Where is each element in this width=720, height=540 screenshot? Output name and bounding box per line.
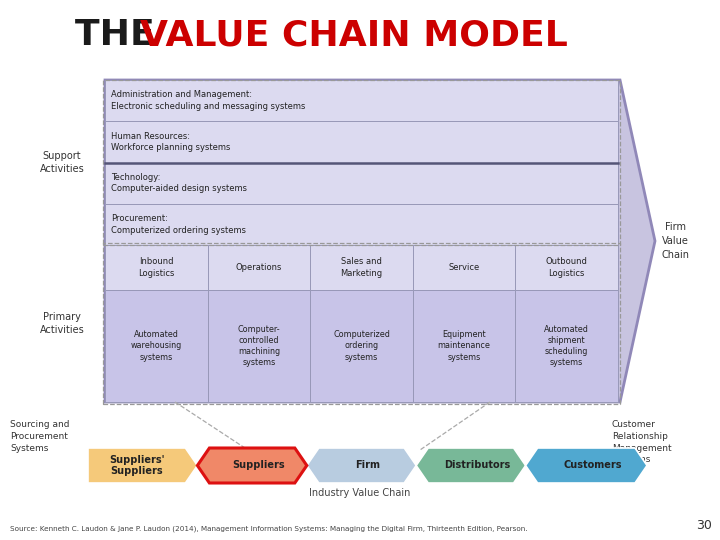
Text: Operations: Operations — [235, 263, 282, 272]
Bar — [207, 290, 310, 402]
Bar — [516, 290, 618, 402]
Bar — [105, 245, 207, 290]
Text: Automated
shipment
scheduling
systems: Automated shipment scheduling systems — [544, 325, 589, 367]
Bar — [413, 290, 516, 402]
Bar — [310, 290, 413, 402]
Bar — [105, 122, 618, 163]
Bar — [413, 245, 516, 290]
Text: Inbound
Logistics: Inbound Logistics — [138, 258, 174, 278]
Text: Suppliers'
Suppliers: Suppliers' Suppliers — [109, 455, 164, 476]
Bar — [105, 204, 618, 245]
Polygon shape — [197, 448, 307, 483]
Bar — [105, 290, 207, 402]
Text: Suppliers: Suppliers — [232, 461, 284, 470]
Text: Source: Kenneth C. Laudon & Jane P. Laudon (2014), Management Information System: Source: Kenneth C. Laudon & Jane P. Laud… — [10, 525, 528, 532]
Text: Technology:
Computer-aided design systems: Technology: Computer-aided design system… — [111, 173, 247, 193]
Bar — [103, 243, 620, 404]
Text: Equipment
maintenance
systems: Equipment maintenance systems — [438, 330, 490, 362]
Text: VALUE CHAIN MODEL: VALUE CHAIN MODEL — [140, 18, 568, 52]
Text: Human Resources:
Workforce planning systems: Human Resources: Workforce planning syst… — [111, 132, 230, 152]
Text: Procurement:
Computerized ordering systems: Procurement: Computerized ordering syste… — [111, 214, 246, 234]
Text: 30: 30 — [696, 519, 712, 532]
Text: Firm: Firm — [355, 461, 380, 470]
Text: Support
Activities: Support Activities — [40, 151, 84, 174]
Text: Service: Service — [449, 263, 480, 272]
Bar — [103, 80, 620, 245]
Polygon shape — [526, 448, 647, 483]
Bar — [105, 163, 618, 204]
Bar — [105, 80, 618, 122]
Text: Industry Value Chain: Industry Value Chain — [310, 488, 410, 498]
Text: Customer
Relationship
Management
Systems: Customer Relationship Management Systems — [612, 420, 672, 464]
Text: Automated
warehousing
systems: Automated warehousing systems — [130, 330, 182, 362]
Text: THE: THE — [75, 18, 167, 52]
Text: Distributors: Distributors — [444, 461, 510, 470]
Text: Primary
Activities: Primary Activities — [40, 312, 84, 335]
Text: Sales and
Marketing: Sales and Marketing — [341, 258, 382, 278]
Text: Firm
Value
Chain: Firm Value Chain — [661, 222, 689, 260]
Text: Computerized
ordering
systems: Computerized ordering systems — [333, 330, 390, 362]
Text: Sourcing and
Procurement
Systems: Sourcing and Procurement Systems — [10, 420, 70, 453]
Polygon shape — [416, 448, 526, 483]
Bar — [207, 245, 310, 290]
Polygon shape — [88, 448, 197, 483]
Polygon shape — [307, 448, 416, 483]
Text: Computer-
controlled
machining
systems: Computer- controlled machining systems — [238, 325, 280, 367]
Text: Customers: Customers — [563, 461, 621, 470]
Polygon shape — [105, 80, 655, 402]
Text: Administration and Management:
Electronic scheduling and messaging systems: Administration and Management: Electroni… — [111, 90, 305, 111]
Text: Outbound
Logistics: Outbound Logistics — [546, 258, 588, 278]
Bar — [310, 245, 413, 290]
Bar — [516, 245, 618, 290]
